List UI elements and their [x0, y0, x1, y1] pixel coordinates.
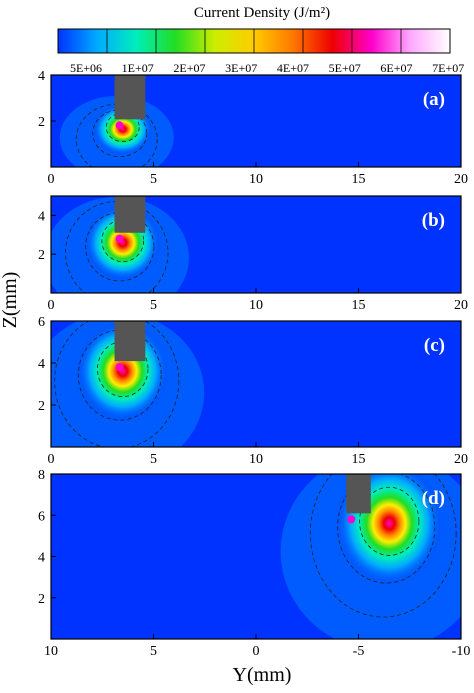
x-tick-label: 5: [150, 172, 157, 187]
x-tick-label: 20: [454, 452, 468, 467]
y-tick-label: 2: [38, 592, 45, 607]
contour-line: [97, 341, 149, 398]
panel-c: 0 5 10 15 20 2 4 6 (c): [38, 315, 468, 467]
contour-line: [101, 219, 145, 263]
x-tick-label: 10: [249, 452, 263, 467]
peak-spot: [347, 515, 356, 524]
colorbar-ticks: 5E+06 1E+07 2E+07 3E+07 4E+07 5E+07 6E+07 7E+07: [70, 29, 464, 75]
plot-area: [51, 196, 461, 293]
x-tick-label: 10: [44, 644, 58, 659]
panel-label: (a): [423, 89, 445, 110]
panel-label: (b): [422, 210, 445, 231]
x-tick-label: 15: [352, 172, 366, 187]
electrode: [114, 75, 146, 120]
x-tick-label: 15: [352, 298, 366, 313]
contour-line: [359, 486, 420, 556]
y-tick-label: 6: [38, 315, 45, 330]
y-tick-label: 2: [38, 248, 45, 263]
peak-spot: [115, 363, 124, 372]
x-tick-label: 0: [48, 298, 55, 313]
plot-area: [51, 75, 461, 167]
colorbar-tick-label: 3E+07: [225, 61, 257, 75]
colorbar-title: Current Density (J/m²): [194, 5, 330, 21]
contour-line: [85, 212, 155, 282]
colorbar-tick-label: 5E+06: [70, 61, 102, 75]
y-tick-label: 2: [38, 115, 45, 130]
electrode: [114, 321, 146, 362]
x-tick-label: 0: [48, 172, 55, 187]
x-tick-label: 10: [249, 298, 263, 313]
current-density-hotspot: [76, 321, 169, 422]
y-tick-label: 2: [38, 399, 45, 414]
x-tick-label: 20: [454, 298, 468, 313]
y-tick-label: 4: [38, 551, 45, 566]
contour-line: [337, 474, 436, 584]
panel-b: 0 5 10 15 20 2 4 (b): [38, 195, 468, 313]
x-tick-label: 0: [253, 644, 260, 659]
x-tick-label: 20: [454, 172, 468, 187]
y-axis-label: Y(mm): [233, 664, 292, 686]
electrode: [114, 196, 146, 233]
plot-area: [51, 474, 461, 639]
x-tick-label: 5: [150, 644, 157, 659]
y-tick-label: 4: [38, 209, 45, 224]
colorbar-tick-label: 4E+07: [277, 61, 309, 75]
x-tick-label: -10: [452, 644, 471, 659]
y-tick-label: 4: [38, 357, 45, 372]
plot-area: [51, 321, 461, 447]
y-tick-label: 8: [38, 468, 45, 483]
x-tick-label: 5: [150, 452, 157, 467]
contour-line: [54, 321, 180, 447]
x-tick-label: 0: [48, 452, 55, 467]
electrode: [346, 474, 371, 514]
colorbar-tick-label: 5E+07: [329, 61, 361, 75]
panel-label: (c): [424, 335, 445, 356]
y-tick-label: 6: [38, 509, 45, 524]
y-tick-label: 4: [38, 69, 45, 84]
contour-line: [92, 109, 148, 158]
colorbar-tick-label: 6E+07: [380, 61, 412, 75]
panel-d: 10 5 0 -5 -10 2 4 6 8 (d): [38, 468, 471, 659]
colorbar-tick-label: 1E+07: [122, 61, 154, 75]
panel-a: 0 5 10 15 20 2 4 (a): [38, 69, 468, 187]
z-axis-label: Z(mm): [0, 272, 21, 329]
x-tick-label: 5: [150, 298, 157, 313]
colorbar-tick-label: 7E+07: [432, 61, 464, 75]
peak-spot: [115, 234, 124, 243]
x-tick-label: -5: [353, 644, 365, 659]
peak-spot: [115, 121, 124, 130]
contour-line: [309, 474, 457, 618]
x-tick-label: 15: [352, 452, 366, 467]
colorbar-tick-label: 2E+07: [173, 61, 205, 75]
x-tick-label: 10: [249, 172, 263, 187]
panel-label: (d): [422, 488, 445, 509]
